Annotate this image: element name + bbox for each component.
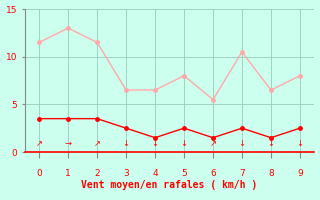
Text: ↗: ↗ [210, 139, 217, 148]
Text: ↗: ↗ [36, 139, 43, 148]
Text: ↗: ↗ [94, 139, 100, 148]
Text: ↓: ↓ [123, 139, 130, 148]
Text: ↓: ↓ [268, 139, 275, 148]
Text: ↓: ↓ [152, 139, 159, 148]
Text: ↓: ↓ [238, 139, 245, 148]
X-axis label: Vent moyen/en rafales ( km/h ): Vent moyen/en rafales ( km/h ) [82, 180, 258, 190]
Text: ↓: ↓ [296, 139, 303, 148]
Text: ↓: ↓ [180, 139, 188, 148]
Text: →: → [65, 139, 72, 148]
